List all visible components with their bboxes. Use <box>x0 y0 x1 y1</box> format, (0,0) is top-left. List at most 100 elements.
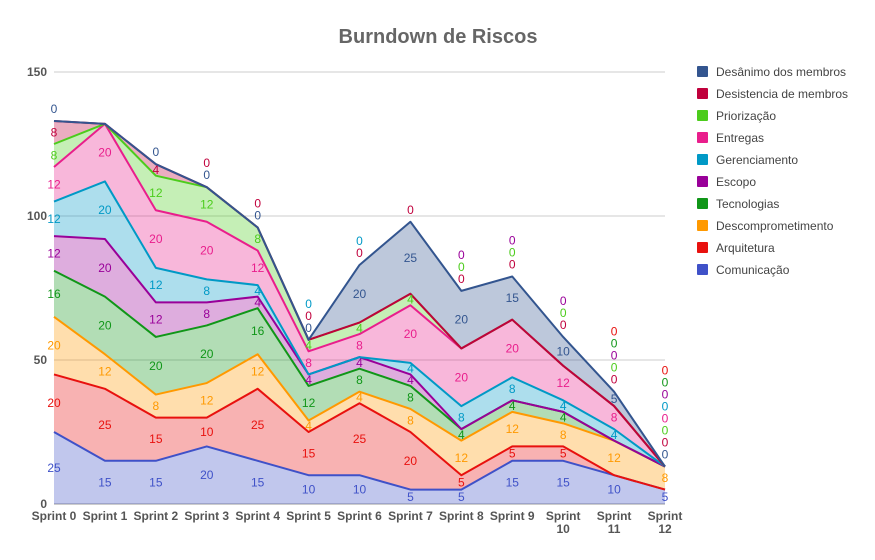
area-4 <box>54 236 665 467</box>
data-label: 4 <box>407 293 414 307</box>
legend-swatch <box>697 198 708 209</box>
legend-entry: Escopo <box>716 175 756 189</box>
legend-swatch <box>697 242 708 253</box>
data-label: 0 <box>203 156 210 170</box>
legend-entry: Priorização <box>716 109 776 123</box>
data-label: 0 <box>560 294 567 308</box>
data-label: 0 <box>662 364 669 378</box>
data-label: 4 <box>356 390 363 404</box>
data-label: 10 <box>607 483 621 497</box>
legend-swatch <box>697 88 708 99</box>
data-label: 20 <box>149 232 163 246</box>
area-0 <box>54 432 665 504</box>
data-label: 0 <box>560 318 567 332</box>
data-label: 5 <box>611 392 618 406</box>
data-label: 20 <box>200 244 214 258</box>
data-label: 8 <box>356 339 363 353</box>
legend-entry: Descomprometimento <box>716 219 834 233</box>
data-label: 0 <box>509 257 516 271</box>
data-label: 16 <box>251 324 265 338</box>
legend-swatch <box>697 264 708 275</box>
x-tick-label: Sprint 7 <box>388 509 433 523</box>
data-label: 12 <box>47 246 61 260</box>
data-label: 20 <box>98 203 112 217</box>
data-label: 8 <box>152 399 159 413</box>
x-tick-label: Sprint 12 <box>648 509 683 536</box>
data-label: 4 <box>305 419 312 433</box>
data-label: 5 <box>458 475 465 489</box>
y-tick-label: 0 <box>40 497 47 511</box>
y-tick-label: 100 <box>27 209 47 223</box>
data-label: 20 <box>455 370 469 384</box>
data-label: 0 <box>611 361 618 375</box>
data-label: 4 <box>509 399 516 413</box>
data-label: 10 <box>200 425 214 439</box>
data-label: 0 <box>152 145 159 159</box>
data-label: 5 <box>458 490 465 504</box>
x-tick-label: Sprint 2 <box>133 509 178 523</box>
data-label: 15 <box>556 475 570 489</box>
data-label: 12 <box>251 365 265 379</box>
legend-entry: Desistencia de membros <box>716 87 848 101</box>
data-label: 12 <box>149 186 163 200</box>
data-label: 15 <box>251 475 265 489</box>
data-label: 8 <box>356 373 363 387</box>
data-label: 4 <box>305 339 312 353</box>
data-label: 4 <box>611 428 618 442</box>
x-tick-label: Sprint 4 <box>235 509 280 523</box>
data-label: 8 <box>560 428 567 442</box>
data-label: 20 <box>47 396 61 410</box>
data-label: 20 <box>455 313 469 327</box>
area-series <box>54 120 665 504</box>
data-label: 4 <box>152 163 159 177</box>
data-label: 0 <box>203 168 210 182</box>
data-label: 0 <box>356 246 363 260</box>
data-label: 8 <box>51 125 58 139</box>
data-label: 0 <box>611 337 618 351</box>
data-label: 10 <box>556 344 570 358</box>
data-label: 12 <box>149 313 163 327</box>
data-label: 8 <box>305 356 312 370</box>
data-label: 15 <box>506 475 520 489</box>
data-label: 25 <box>251 418 265 432</box>
data-label: 8 <box>509 382 516 396</box>
data-label: 4 <box>458 428 465 442</box>
data-label: 12 <box>455 451 469 465</box>
data-label: 0 <box>458 272 465 286</box>
x-tick-label: Sprint 6 <box>337 509 382 523</box>
legend-swatch <box>697 154 708 165</box>
data-label: 0 <box>458 248 465 262</box>
series-line-1 <box>53 373 666 491</box>
series-line-2 <box>53 315 666 468</box>
data-label: 4 <box>254 284 261 298</box>
data-label: 0 <box>458 260 465 274</box>
data-label: 8 <box>203 307 210 321</box>
data-label: 4 <box>254 295 261 309</box>
data-label: 20 <box>149 359 163 373</box>
data-label: 5 <box>407 490 414 504</box>
data-label: 8 <box>51 149 58 163</box>
series-lines <box>53 119 666 491</box>
data-label: 0 <box>356 234 363 248</box>
data-label: 20 <box>98 261 112 275</box>
series-line-0 <box>53 431 666 491</box>
area-7 <box>54 123 665 467</box>
data-label: 12 <box>200 197 214 211</box>
area-5 <box>54 181 665 467</box>
data-label: 8 <box>611 411 618 425</box>
data-label: 4 <box>560 411 567 425</box>
data-label: 8 <box>407 413 414 427</box>
data-label: 0 <box>662 424 669 438</box>
data-label: 16 <box>47 287 61 301</box>
data-label: 12 <box>607 451 621 465</box>
gridlines <box>54 71 665 505</box>
data-label: 20 <box>404 454 418 468</box>
data-label: 8 <box>458 411 465 425</box>
legend-swatch <box>697 66 708 77</box>
data-label: 0 <box>662 388 669 402</box>
x-tick-label: Sprint 5 <box>286 509 331 523</box>
data-label: 20 <box>200 347 214 361</box>
x-axis: Sprint 0 Sprint 1 Sprint 2 Sprint 3 Sprint 4… <box>32 509 683 536</box>
data-label: 0 <box>662 448 669 462</box>
data-label: 5 <box>509 447 516 461</box>
